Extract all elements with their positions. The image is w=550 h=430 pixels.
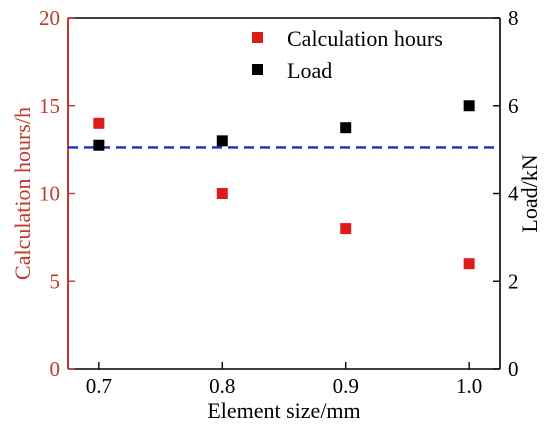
right-y-axis-title: Load/kN [517, 154, 542, 232]
left-y-tick-label: 10 [39, 182, 60, 206]
left-y-tick-label: 20 [39, 6, 60, 30]
data-points [93, 100, 475, 270]
legend-marker-load [252, 64, 263, 75]
right-y-tick-label: 0 [508, 357, 519, 381]
load-point [463, 100, 475, 112]
right-y-tick-label: 8 [508, 6, 519, 30]
legend: Calculation hours Load [252, 26, 443, 83]
load-point [340, 122, 352, 134]
plot-frame [67, 17, 501, 370]
left-y-tick-label: 5 [50, 269, 61, 293]
right-y-axis-ticks: 0 2 4 6 8 [493, 6, 519, 381]
legend-marker-calculation-hours [252, 32, 263, 43]
x-tick-label: 1.0 [456, 374, 482, 398]
right-y-tick-label: 6 [508, 94, 519, 118]
left-y-axis-ticks: 0 5 10 15 20 [39, 6, 75, 381]
x-axis-ticks: 0.7 0.8 0.9 1.0 [86, 362, 482, 398]
left-y-tick-label: 15 [39, 94, 60, 118]
x-tick-label: 0.9 [333, 374, 359, 398]
load-point [216, 135, 228, 147]
calculation-hours-point [340, 223, 352, 235]
right-y-tick-label: 2 [508, 269, 519, 293]
x-axis-title: Element size/mm [207, 398, 360, 423]
calculation-hours-point [216, 188, 228, 199]
x-tick-label: 0.7 [86, 374, 112, 398]
load-point [93, 139, 105, 151]
left-y-axis-title: Calculation hours/h [10, 107, 35, 280]
right-y-tick-label: 4 [508, 182, 519, 206]
legend-label-load: Load [287, 58, 332, 83]
legend-label-calculation-hours: Calculation hours [287, 26, 443, 51]
left-y-tick-label: 0 [50, 357, 61, 381]
calculation-hours-point [463, 258, 475, 270]
x-tick-label: 0.8 [209, 374, 235, 398]
calculation-hours-point [93, 117, 105, 129]
